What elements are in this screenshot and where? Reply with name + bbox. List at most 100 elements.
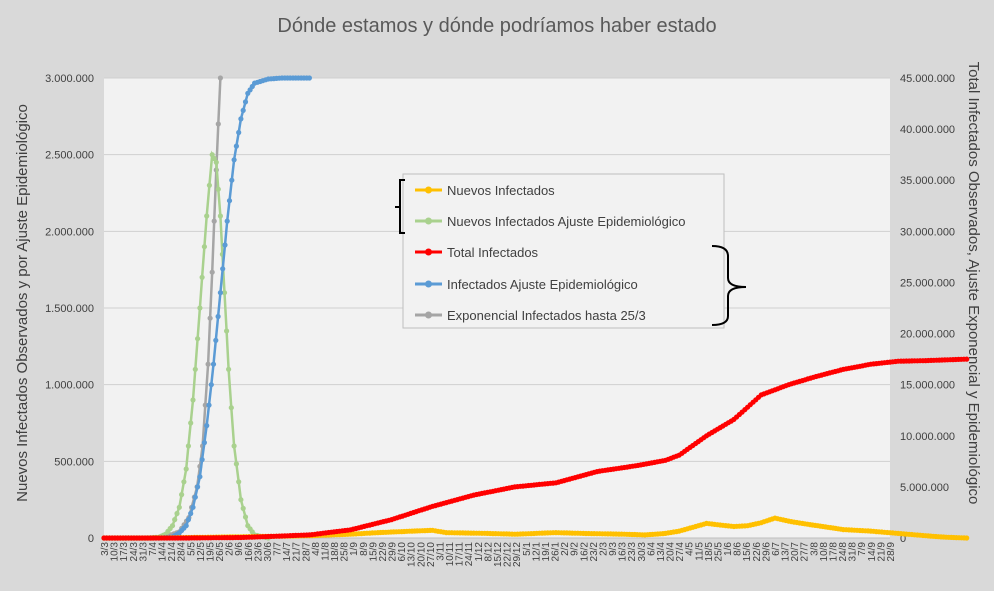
x-tick-label: 8/6 [733,542,744,556]
y-tick-label-right: 5.000.000 [900,482,949,494]
x-tick-label: 29/6 [761,542,772,562]
series-point [231,443,237,449]
x-tick-label: 11/8 [320,542,331,561]
series-point [229,177,235,183]
x-tick-label: 1/9 [349,542,360,556]
series-point [228,405,234,411]
x-tick-label: 9/3 [608,542,619,556]
legend-swatch-marker [425,217,432,225]
series-point [224,328,230,334]
legend-label: Nuevos Infectados Ajuste Epidemiológico [447,214,685,229]
legend-items: Nuevos Infectados Nuevos Infectados Ajust… [415,183,685,323]
x-tick-label: 26/1 [551,542,562,562]
x-tick-label: 22/6 [752,542,763,562]
x-tick-label: 9/2 [570,542,581,556]
x-tick-label: 16/3 [618,542,629,562]
x-tick-label: 24/11 [464,542,475,567]
x-tick-label: 5/5 [186,542,197,556]
series-point [192,366,198,372]
x-tick-label: 15/12 [493,542,504,567]
series-point [233,143,239,149]
x-tick-label: 2/3 [598,542,609,556]
x-tick-label: 27/4 [675,542,686,562]
series-point [183,523,189,529]
x-tick-label: 7/4 [148,542,159,556]
series-point [174,510,180,517]
x-tick-label: 22/12 [503,542,514,567]
x-tick-label: 28/9 [886,542,897,562]
x-tick-label: 17/11 [455,542,466,567]
y-axis-right: 0 5.000.000 10.000.000 15.000.000 20.000.000… [900,73,955,545]
series-point [176,504,182,510]
x-tick-label: 3/11 [435,542,446,561]
y-axis-left: 0 500.000 1.000.000 1.500.000 2.000.000 2.500… [45,73,94,545]
y-tick-label-left: 0 [88,533,94,545]
x-tick-label: 4/8 [311,542,322,556]
x-tick-label: 13/7 [781,542,792,562]
x-tick-label: 30/6 [263,542,274,562]
x-tick-label: 28/7 [301,542,312,562]
x-tick-label: 28/4 [177,542,188,562]
x-tick-label: 25/5 [713,542,724,562]
x-tick-label: 8/12 [483,542,494,562]
series-point [221,290,228,296]
x-tick-label: 23/3 [627,542,638,562]
series-point [183,466,189,472]
series-point [222,242,228,248]
series-point [209,269,215,275]
legend-swatch-marker [425,186,432,194]
legend-swatch-marker [425,311,432,319]
x-tick-label: 29/12 [512,542,523,567]
series-point [211,218,217,224]
legend-label: Exponencial Infectados hasta 25/3 [447,308,646,323]
x-tick-label: 19/5 [205,542,216,562]
series-point [195,336,201,342]
series-point [226,366,232,372]
x-tick-label: 10/11 [445,542,456,567]
x-tick-label: 6/4 [646,542,657,556]
series-point [199,274,205,280]
x-tick-label: 2/2 [560,542,571,556]
series-point [190,504,196,510]
series-point [190,397,196,403]
x-tick-label: 22/9 [378,542,389,562]
legend-swatch-marker [425,280,432,288]
x-tick-label: 25/8 [340,542,351,562]
x-tick-label: 20/4 [666,542,677,562]
series-point [236,129,242,136]
x-tick-label: 5/1 [522,542,533,556]
x-tick-label: 29/9 [388,542,399,562]
y-tick-label-left: 1.500.000 [45,303,94,315]
series-point [242,514,249,520]
series-point [205,361,211,367]
legend-box [402,173,725,329]
series-point [192,494,198,500]
x-tick-label: 24/3 [129,542,140,562]
series-point [172,517,178,523]
series-point [220,266,226,272]
x-tick-label: 19/1 [541,542,552,562]
series-point [224,218,230,224]
x-tick-label: 7/9 [857,542,868,556]
y-tick-label-right: 35.000.000 [900,175,955,187]
y-tick-label-right: 25.000.000 [900,277,955,289]
x-tick-label: 27/10 [426,542,437,567]
x-tick-label: 21/4 [167,542,178,562]
x-tick-label: 3/3 [100,542,111,556]
x-tick-label: 13/10 [407,542,418,567]
series-point [201,440,207,446]
x-tick-label: 3/8 [809,542,820,556]
y-tick-label-left: 1.000.000 [45,380,94,392]
x-tick-label: 2/6 [225,542,236,556]
x-tick-label: 16/2 [579,542,590,562]
x-tick-label: 21/7 [292,542,303,562]
series-point [217,213,223,219]
y-tick-label-right: 30.000.000 [900,226,955,238]
x-tick-label: 18/8 [330,542,341,562]
series-point [169,523,176,529]
legend-label: Infectados Ajuste Epidemiológico [447,277,638,292]
series-point [197,305,203,311]
y-axis-left-label: Nuevos Infectados Observados y por Ajust… [14,104,31,502]
x-tick-label: 11/5 [694,542,705,561]
y-axis-right-label: Total Infectados Observados, Ajuste Expo… [965,62,982,505]
